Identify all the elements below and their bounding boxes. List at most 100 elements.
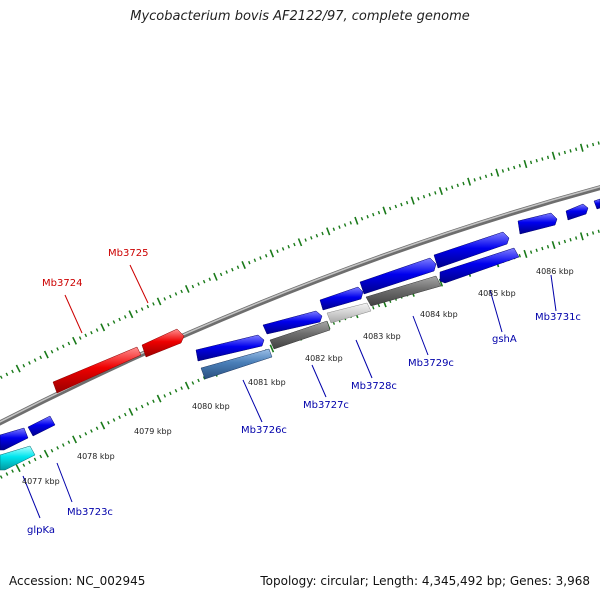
- minor-tick: [546, 155, 550, 160]
- minor-tick: [95, 328, 99, 332]
- major-tick: [15, 464, 21, 473]
- minor-tick: [39, 355, 43, 360]
- gene-mb3724[interactable]: [52, 346, 142, 394]
- gene-blue-left-b[interactable]: [27, 415, 56, 437]
- minor-tick: [535, 248, 538, 253]
- gene-gsha[interactable]: [439, 247, 520, 284]
- minor-tick: [39, 454, 43, 459]
- minor-tick: [146, 304, 150, 309]
- minor-tick: [422, 194, 426, 199]
- gene-blue-f7[interactable]: [565, 203, 589, 221]
- major-tick: [100, 323, 106, 332]
- minor-tick: [586, 144, 589, 148]
- minor-tick: [338, 225, 341, 229]
- major-tick: [354, 216, 359, 225]
- gene-mb3726c[interactable]: [200, 348, 273, 380]
- gene-blue-f2[interactable]: [262, 310, 323, 335]
- gene-glpka[interactable]: [0, 445, 36, 471]
- minor-tick: [33, 457, 37, 462]
- minor-tick: [281, 247, 285, 251]
- minor-tick: [135, 407, 138, 411]
- minor-tick: [535, 158, 538, 163]
- minor-tick: [360, 216, 364, 221]
- minor-tick: [191, 381, 195, 385]
- minor-tick: [231, 267, 234, 272]
- minor-tick: [563, 150, 566, 155]
- kbp-label: 4080 kbp: [192, 402, 230, 411]
- minor-tick: [462, 181, 465, 186]
- gene-mb3727c[interactable]: [269, 320, 331, 350]
- major-tick: [43, 350, 49, 359]
- kbp-label: 4079 kbp: [134, 427, 172, 436]
- gene-blue-left-a[interactable]: [0, 427, 29, 451]
- kbp-label: 4078 kbp: [77, 452, 115, 461]
- gene-label-mb3725: Mb3725: [108, 248, 148, 259]
- minor-tick: [366, 214, 369, 219]
- minor-tick: [569, 238, 572, 242]
- minor-tick: [67, 440, 71, 444]
- gene-blue-f8[interactable]: [593, 198, 600, 210]
- minor-tick: [501, 169, 505, 173]
- minor-tick: [225, 270, 228, 274]
- outer-tick-ruler: [0, 141, 600, 379]
- minor-tick: [293, 242, 296, 247]
- kbp-label: 4086 kbp: [536, 267, 574, 276]
- major-tick: [15, 364, 21, 373]
- minor-tick: [321, 231, 324, 236]
- minor-tick: [28, 361, 31, 365]
- minor-tick: [451, 185, 454, 190]
- minor-tick: [0, 475, 3, 479]
- major-tick: [551, 240, 556, 250]
- minor-tick: [191, 284, 195, 289]
- minor-tick: [180, 289, 183, 294]
- gene-mb3728c[interactable]: [326, 302, 372, 324]
- minor-tick: [563, 239, 567, 244]
- major-tick: [467, 177, 472, 186]
- minor-tick: [163, 297, 167, 301]
- minor-tick: [56, 347, 59, 351]
- major-tick: [184, 284, 190, 293]
- minor-tick: [95, 426, 99, 431]
- gene-mb3729c[interactable]: [365, 275, 442, 307]
- major-tick: [43, 449, 49, 458]
- minor-tick: [445, 187, 448, 191]
- minor-tick: [197, 378, 200, 383]
- major-tick: [579, 232, 584, 241]
- minor-tick: [248, 260, 251, 265]
- gene-blue-f5[interactable]: [433, 231, 510, 269]
- minor-tick: [343, 223, 347, 227]
- minor-tick: [332, 227, 336, 231]
- major-tick: [523, 159, 528, 169]
- gene-blue-f6[interactable]: [517, 212, 558, 235]
- kbp-label: 4084 kbp: [420, 310, 458, 319]
- gene-label-mb3729c: Mb3729c: [408, 358, 454, 369]
- minor-tick: [152, 302, 155, 306]
- minor-tick: [597, 141, 600, 145]
- gene-mb3725[interactable]: [141, 328, 185, 358]
- minor-tick: [61, 344, 65, 349]
- major-tick: [241, 260, 246, 270]
- minor-tick: [558, 152, 561, 156]
- gene-blue-f1[interactable]: [195, 334, 265, 362]
- minor-tick: [84, 333, 88, 338]
- accession-text: Accession: NC_002945: [9, 574, 146, 588]
- gene-blue-f3[interactable]: [319, 286, 364, 311]
- minor-tick: [107, 323, 110, 327]
- minor-tick: [28, 460, 31, 465]
- kbp-label: 4085 kbp: [478, 289, 516, 298]
- minor-tick: [22, 463, 26, 467]
- major-tick: [184, 381, 190, 390]
- kbp-label: 4081 kbp: [248, 378, 286, 387]
- minor-tick: [479, 176, 482, 180]
- genome-backbone-highlight: [0, 185, 600, 423]
- minor-tick: [84, 432, 88, 436]
- minor-tick: [202, 279, 206, 284]
- major-tick: [495, 168, 500, 177]
- label-connectors: [22, 264, 557, 519]
- minor-tick: [575, 236, 578, 240]
- kbp-label: 4077 kbp: [22, 477, 60, 486]
- minor-tick: [377, 210, 381, 215]
- minor-tick: [135, 309, 138, 314]
- gene-blue-f4[interactable]: [359, 257, 437, 295]
